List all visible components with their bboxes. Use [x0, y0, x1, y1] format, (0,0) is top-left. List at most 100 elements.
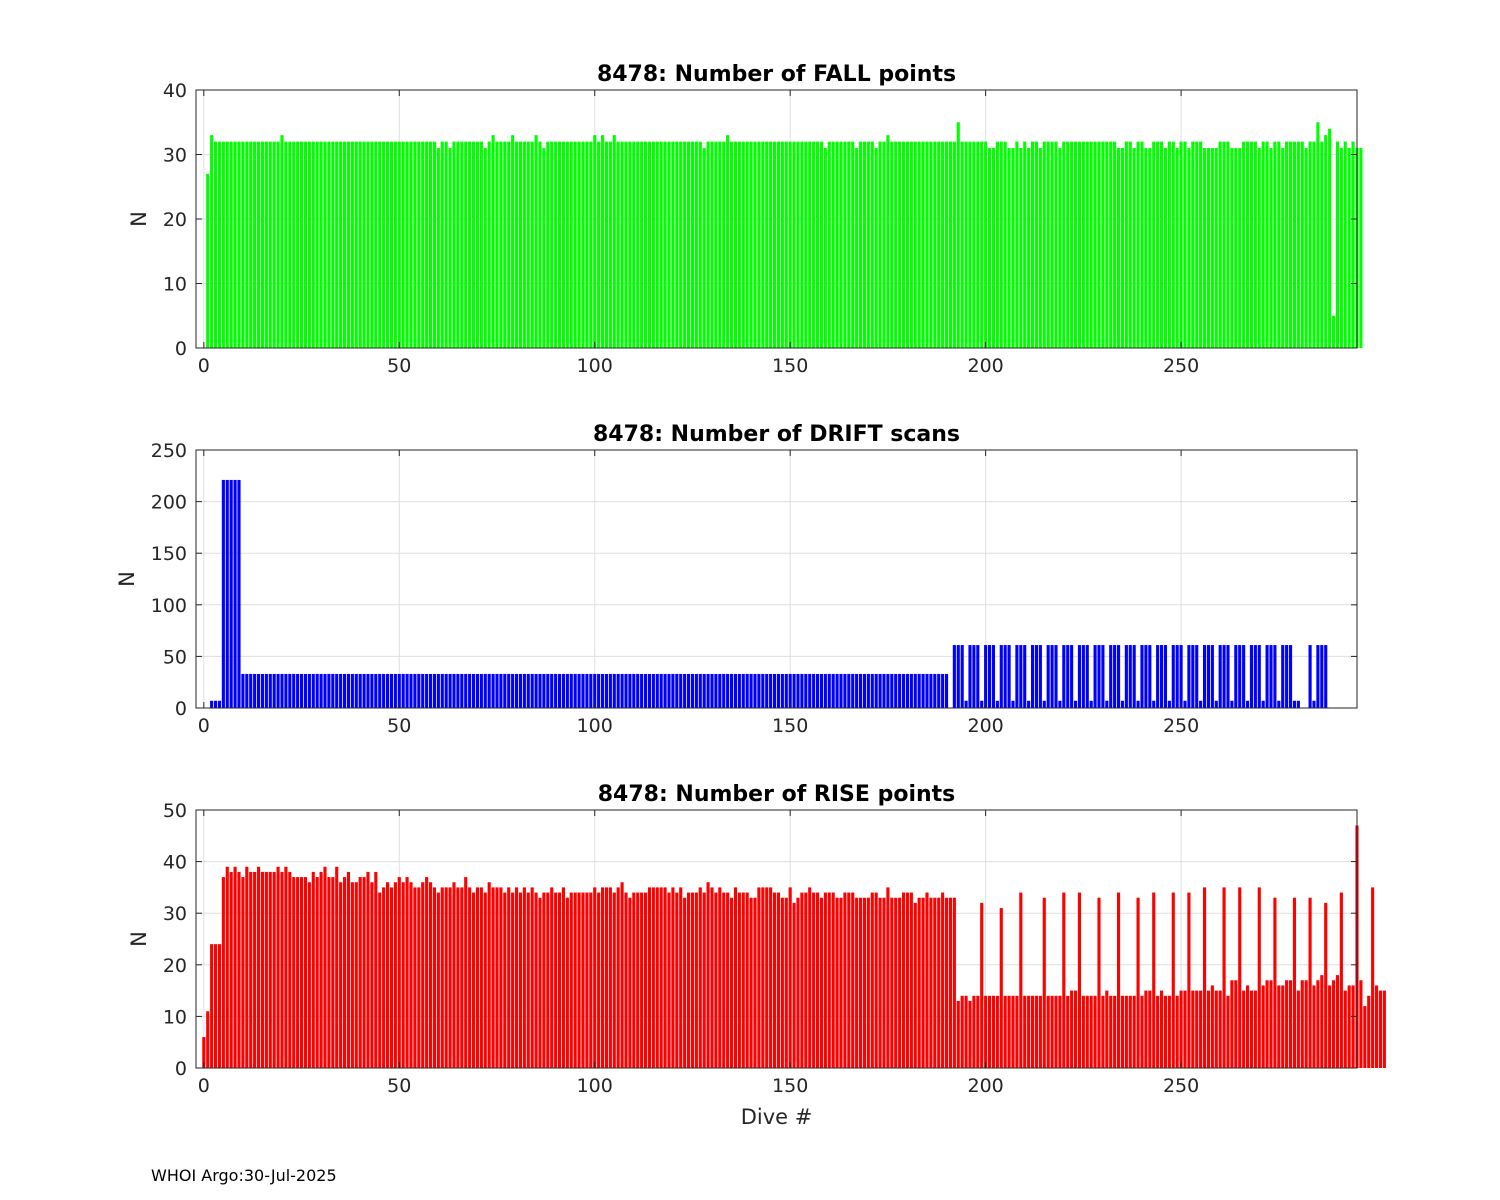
rise-chart-title: 8478: Number of RISE points	[598, 782, 956, 807]
rise-bar-dive-300	[1374, 985, 1379, 1068]
rise-bar-dive-59	[432, 887, 437, 1068]
drift-bar-dive-233	[1113, 645, 1117, 708]
rise-x-tick-label: 100	[577, 1075, 613, 1097]
drift-bar-dive-87	[542, 673, 546, 708]
rise-bar-dive-238	[1132, 995, 1136, 1068]
fall-bar-dive-252	[1187, 148, 1191, 348]
fall-bar-dive-76	[499, 141, 503, 348]
rise-bar-dive-42	[366, 871, 370, 1068]
fall-bar-dive-209	[1019, 148, 1023, 348]
fall-bar-dive-10	[241, 141, 245, 348]
fall-bar-dive-103	[604, 141, 609, 348]
rise-bar-dive-192	[952, 897, 956, 1068]
fall-bar-dive-38	[350, 141, 354, 348]
rise-bar-dive-109	[628, 897, 632, 1068]
rise-bar-dive-18	[272, 871, 276, 1068]
drift-bar-dive-17	[268, 673, 272, 708]
fall-bar-dive-189	[941, 141, 945, 348]
rise-bar-dive-168	[858, 897, 863, 1068]
rise-bar-dive-12	[249, 871, 253, 1068]
fall-bar-dive-281	[1300, 141, 1304, 348]
rise-bar-dive-289	[1331, 980, 1336, 1068]
drift-bar-dive-160	[827, 673, 831, 708]
drift-bar-dive-261	[1222, 645, 1226, 708]
drift-bar-dive-225	[1081, 645, 1085, 708]
rise-bar-dive-94	[569, 892, 573, 1068]
rise-bar-dive-65	[456, 887, 460, 1068]
rise-bar-dive-191	[948, 897, 953, 1068]
rise-bar-dive-181	[909, 892, 913, 1068]
drift-bar-dive-231	[1105, 700, 1109, 708]
drift-bar-dive-176	[890, 673, 894, 708]
rise-bar-dive-147	[776, 892, 781, 1068]
rise-bar-dive-66	[460, 887, 464, 1068]
fall-bar-dive-171	[870, 141, 874, 348]
fall-bar-dive-130	[710, 141, 714, 348]
rise-bar-dive-101	[597, 892, 601, 1068]
fall-bar-dive-180	[905, 141, 910, 348]
fall-bar-dive-286	[1320, 141, 1324, 348]
fall-bar-dive-190	[944, 141, 949, 348]
rise-bar-dive-139	[745, 892, 749, 1068]
rise-bar-dive-144	[765, 887, 769, 1068]
rise-bar-dive-8	[233, 866, 237, 1068]
rise-bar-dive-64	[452, 882, 456, 1068]
fall-bar-dive-83	[526, 141, 530, 348]
rise-bar-dive-84	[530, 887, 534, 1068]
fall-bar-dive-99	[589, 141, 593, 348]
fall-bar-dive-43	[370, 141, 374, 348]
fall-bar-dive-149	[784, 141, 788, 348]
fall-bar-dive-168	[858, 141, 863, 348]
rise-bar-dive-10	[241, 877, 245, 1068]
rise-bar-dive-294	[1351, 985, 1355, 1068]
fall-bar-dive-169	[862, 141, 867, 348]
rise-bar-dive-74	[491, 887, 495, 1068]
drift-bar-dive-89	[550, 673, 554, 708]
rise-bar-dive-197	[972, 995, 976, 1068]
drift-bar-dive-13	[253, 673, 257, 708]
rise-bar-dive-232	[1109, 995, 1113, 1068]
fall-bar-dive-247	[1167, 141, 1171, 348]
rise-bar-dive-81	[518, 892, 523, 1068]
rise-bar-dive-229	[1097, 897, 1101, 1068]
rise-bar-dive-275	[1277, 985, 1281, 1068]
drift-bar-dive-26	[303, 673, 308, 708]
fall-bar-dive-262	[1226, 141, 1230, 348]
rise-bar-dive-288	[1328, 985, 1332, 1068]
fall-bar-dive-277	[1285, 141, 1289, 348]
rise-bar-dive-112	[640, 892, 644, 1068]
fall-bar-dive-15	[260, 141, 265, 348]
rise-bar-dive-230	[1101, 995, 1105, 1068]
fall-bar-dive-3	[213, 141, 218, 348]
drift-bar-dive-236	[1124, 645, 1128, 708]
fall-bar-dive-257	[1206, 148, 1211, 348]
drift-bar-dive-41	[362, 673, 366, 708]
rise-bar-dive-217	[1050, 995, 1054, 1068]
rise-bar-dive-130	[710, 887, 714, 1068]
rise-bar-dive-100	[593, 887, 597, 1068]
fall-x-tick-label: 250	[1163, 355, 1199, 377]
fall-bar-dive-1	[206, 173, 210, 348]
drift-bar-dive-174	[882, 673, 886, 708]
fall-bar-dive-90	[554, 141, 558, 348]
rise-bar-dive-210	[1023, 995, 1027, 1068]
fall-bar-dive-178	[898, 141, 902, 348]
rise-bar-dive-123	[683, 897, 687, 1068]
fall-bar-dive-182	[913, 141, 917, 348]
fall-bar-dive-46	[382, 141, 386, 348]
fall-bar-dive-141	[753, 141, 757, 348]
fall-bar-dive-58	[428, 141, 433, 348]
drift-bar-dive-39	[354, 673, 358, 708]
rise-bar-dive-108	[624, 892, 628, 1068]
rise-bar-dive-31	[323, 866, 327, 1068]
rise-bar-dive-40	[358, 877, 362, 1068]
rise-bar-dive-246	[1163, 995, 1168, 1068]
drift-bar-dive-204	[999, 645, 1003, 708]
fall-bar-dive-34	[335, 141, 339, 348]
drift-bar-dive-206	[1007, 645, 1011, 708]
drift-bar-dive-196	[968, 645, 972, 708]
fall-bar-dive-37	[346, 141, 351, 348]
drift-bar-dive-86	[538, 673, 542, 708]
rise-bar-dive-161	[831, 892, 835, 1068]
